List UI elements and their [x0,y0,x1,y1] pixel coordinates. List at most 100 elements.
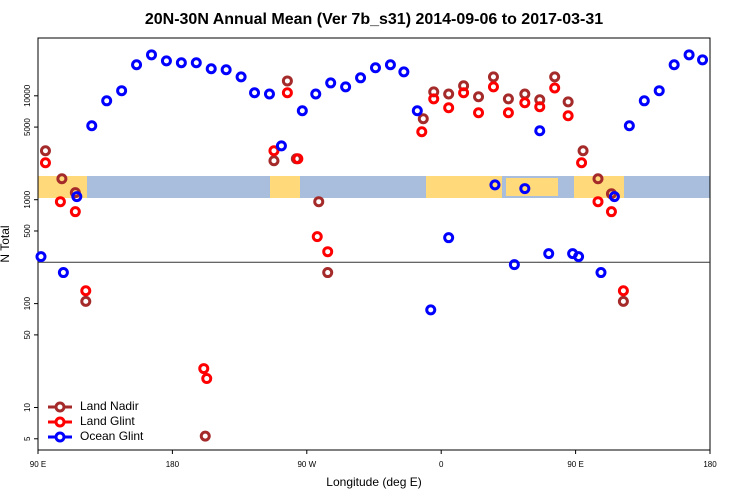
data-point [592,196,604,208]
data-point [292,153,304,165]
data-point [325,77,337,89]
plot-frame [37,37,711,451]
legend-label: Land Glint [80,414,135,428]
data-point [534,101,546,113]
data-point [39,145,51,157]
data-point [369,62,381,74]
data-point [577,145,589,157]
y-tick-label: 10000 [23,84,32,107]
data-point [340,81,352,93]
x-axis-label: Longitude (deg E) [326,475,421,489]
data-point [281,75,293,87]
data-point [322,246,334,258]
x-tick-label: 90 E [30,460,46,469]
data-point [487,81,499,93]
data-point [443,102,455,114]
data-point [198,363,210,375]
data-point [263,88,275,100]
data-point [458,87,470,99]
data-point [519,88,531,100]
y-tick-label: 5 [23,436,32,441]
data-point [313,196,325,208]
data-point [417,113,429,125]
data-point [56,173,68,185]
data-point [411,105,423,117]
legend-marker [54,401,66,413]
y-tick-label: 1000 [23,190,32,208]
data-point [35,251,47,263]
data-point [57,267,69,279]
data-point [80,295,92,307]
data-point [205,63,217,75]
data-point [697,54,709,66]
data-point [384,59,396,71]
data-point [502,107,514,119]
data-point [131,59,143,71]
y-axis-label: N Total [0,225,12,262]
data-point [425,304,437,316]
data-point [502,93,514,105]
data-point [562,96,574,108]
data-point [592,173,604,185]
x-tick-label: 0 [439,460,444,469]
data-point [508,259,520,271]
data-point [145,49,157,61]
data-point [576,157,588,169]
data-point [543,248,555,260]
map-band [38,176,710,198]
x-tick-label: 180 [703,460,717,469]
data-point [268,145,280,157]
data-point [80,285,92,297]
data-point [220,64,232,76]
data-point [416,126,428,138]
data-point [573,251,585,263]
data-point [116,85,128,97]
data-point [398,66,410,78]
data-point [201,373,213,385]
data-point [311,231,323,243]
y-tick-label: 100 [23,296,32,310]
data-point [268,155,280,167]
data-point [428,93,440,105]
x-tick-label: 180 [166,460,180,469]
data-point [175,57,187,69]
data-point [235,71,247,83]
data-point [199,430,211,442]
data-point [473,107,485,119]
data-point [275,140,287,152]
data-point [562,110,574,122]
data-point [355,72,367,84]
data-point [443,88,455,100]
data-point [54,196,66,208]
data-point [190,57,202,69]
data-point [160,55,172,67]
data-point [281,87,293,99]
data-point [549,82,561,94]
y-tick-label: 500 [23,224,32,238]
data-point [487,71,499,83]
legend-label: Land Nadir [80,399,139,413]
legend-marker [54,431,66,443]
x-tick-label: 90 E [567,460,583,469]
y-tick-label: 10 [23,403,32,412]
y-tick-label: 5000 [23,118,32,136]
data-point [443,232,455,244]
data-point [71,191,83,203]
data-point [489,179,501,191]
data-point [617,285,629,297]
data-point [519,183,531,195]
data-point [86,120,98,132]
data-point [310,88,322,100]
data-point [683,49,695,61]
data-point [69,206,81,218]
data-point [595,267,607,279]
data-point [101,95,113,107]
legend-label: Ocean Glint [80,429,144,443]
data-point [296,105,308,117]
data-point [668,59,680,71]
data-point [605,206,617,218]
y-tick-label: 50 [23,330,32,339]
data-point [653,85,665,97]
x-tick-label: 90 W [297,460,316,469]
